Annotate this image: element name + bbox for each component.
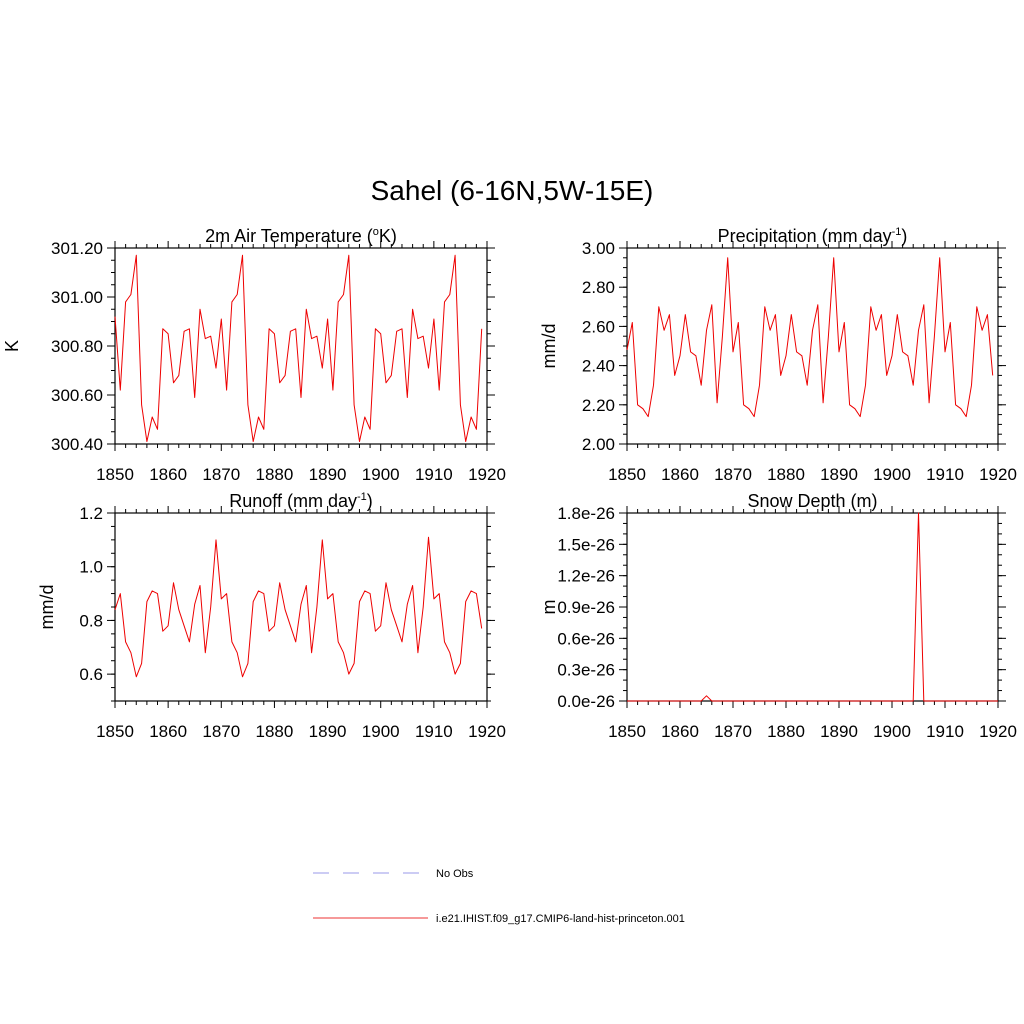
y-tick-label: 2.00 bbox=[582, 435, 615, 454]
y-tick-label: 0.6e-26 bbox=[557, 629, 615, 648]
x-tick-label: 1890 bbox=[309, 722, 347, 741]
plot-frame-snow bbox=[626, 512, 999, 702]
y-tick-label: 2.60 bbox=[582, 317, 615, 336]
x-tick-label: 1900 bbox=[362, 465, 400, 484]
y-tick-label: 301.20 bbox=[51, 239, 103, 258]
y-tick-label: 0.8 bbox=[79, 611, 103, 630]
y-tick-label: 2.40 bbox=[582, 357, 615, 376]
panel-title-superscript: o bbox=[373, 226, 379, 238]
series-line-precip bbox=[626, 257, 994, 418]
x-tick-label: 1880 bbox=[767, 465, 805, 484]
x-tick-label: 1900 bbox=[873, 465, 911, 484]
panel-title-text: Snow Depth (m) bbox=[747, 491, 877, 511]
x-tick-label: 1850 bbox=[96, 465, 134, 484]
y-tick-label: 0.9e-26 bbox=[557, 598, 615, 617]
y-axis-label-tas: K bbox=[2, 340, 22, 352]
x-tick-label: 1910 bbox=[415, 465, 453, 484]
y-tick-label: 1.2 bbox=[79, 504, 103, 523]
panel-title-superscript: -1 bbox=[357, 491, 367, 503]
y-tick-label: 0.3e-26 bbox=[557, 661, 615, 680]
x-tick-label: 1880 bbox=[256, 465, 294, 484]
x-tick-label: 1920 bbox=[468, 465, 506, 484]
x-tick-label: 1890 bbox=[309, 465, 347, 484]
panel-precip: 1850 1860 1870 1880 1890 1900 1910 1920 2.00 2.20… bbox=[539, 226, 1017, 484]
legend: No Obs i.e21.IHIST.f09_g17.CMIP6-land-hi… bbox=[313, 868, 685, 925]
y-tick-label: 1.5e-26 bbox=[557, 535, 615, 554]
x-tick-label: 1900 bbox=[362, 722, 400, 741]
panel-title-suffix: K) bbox=[379, 226, 397, 246]
figure-title: Sahel (6-16N,5W-15E) bbox=[371, 175, 654, 206]
y-tick-label: 0.0e-26 bbox=[557, 692, 615, 711]
y-tick-label: 0.6 bbox=[79, 665, 103, 684]
x-tick-label: 1910 bbox=[415, 722, 453, 741]
x-tick-label: 1850 bbox=[96, 722, 134, 741]
panel-title-precip: Precipitation (mm day-1) bbox=[718, 226, 908, 246]
x-tick-label: 1860 bbox=[149, 722, 187, 741]
series-line-tas bbox=[114, 254, 483, 442]
panel-title-text: 2m Air Temperature ( bbox=[205, 226, 373, 246]
panel-runoff: 1850 1860 1870 1880 1890 1900 1910 1920 0.6 0.8 1.… bbox=[37, 491, 506, 741]
panel-title-suffix: ) bbox=[901, 226, 907, 246]
y-tick-label: 1.2e-26 bbox=[557, 567, 615, 586]
x-tick-label: 1910 bbox=[926, 465, 964, 484]
x-tick-label: 1870 bbox=[202, 465, 240, 484]
panel-title-suffix: ) bbox=[367, 491, 373, 511]
panel-title-runoff: Runoff (mm day-1) bbox=[229, 491, 373, 511]
x-tick-label: 1910 bbox=[926, 722, 964, 741]
legend-no-obs-label: No Obs bbox=[436, 868, 474, 880]
panel-title-superscript: -1 bbox=[892, 226, 902, 238]
panel-snow: 1850 1860 1870 1880 1890 1900 1910 1920 0.0e-26 0… bbox=[539, 491, 1017, 741]
series-line-runoff bbox=[114, 536, 483, 678]
y-tick-label: 301.00 bbox=[51, 288, 103, 307]
x-tick-label: 1870 bbox=[202, 722, 240, 741]
y-tick-label: 1.8e-26 bbox=[557, 504, 615, 523]
panel-title-text: Precipitation (mm day bbox=[718, 226, 892, 246]
panel-title-text: Runoff (mm day bbox=[229, 491, 357, 511]
legend-model-label: i.e21.IHIST.f09_g17.CMIP6-land-hist-prin… bbox=[436, 913, 685, 925]
x-tick-label: 1860 bbox=[661, 722, 699, 741]
x-tick-label: 1850 bbox=[608, 465, 646, 484]
x-tick-label: 1920 bbox=[468, 722, 506, 741]
x-tick-label: 1880 bbox=[767, 722, 805, 741]
x-tick-label: 1890 bbox=[820, 465, 858, 484]
x-tick-label: 1880 bbox=[256, 722, 294, 741]
y-tick-label: 300.80 bbox=[51, 337, 103, 356]
panel-title-snow: Snow Depth (m) bbox=[747, 491, 877, 511]
x-tick-label: 1920 bbox=[979, 722, 1017, 741]
x-tick-label: 1850 bbox=[608, 722, 646, 741]
y-tick-label: 300.40 bbox=[51, 435, 103, 454]
x-tick-label: 1870 bbox=[714, 722, 752, 741]
panels-group: 1850 1860 1870 1880 1890 1900 1910 1920 300.40 30… bbox=[2, 226, 1017, 741]
x-tick-label: 1860 bbox=[149, 465, 187, 484]
x-tick-label: 1920 bbox=[979, 465, 1017, 484]
y-tick-label: 3.00 bbox=[582, 239, 615, 258]
y-tick-label: 2.20 bbox=[582, 396, 615, 415]
x-tick-label: 1870 bbox=[714, 465, 752, 484]
y-axis-label-snow: m bbox=[539, 600, 559, 615]
plot-frame-precip bbox=[626, 247, 999, 445]
y-tick-label: 300.60 bbox=[51, 386, 103, 405]
panel-title-tas: 2m Air Temperature (oK) bbox=[205, 226, 397, 246]
y-axis-label-precip: mm/d bbox=[539, 324, 559, 369]
x-tick-label: 1860 bbox=[661, 465, 699, 484]
y-tick-label: 1.0 bbox=[79, 558, 103, 577]
x-tick-label: 1900 bbox=[873, 722, 911, 741]
y-tick-label: 2.80 bbox=[582, 278, 615, 297]
series-line-snow bbox=[627, 512, 998, 702]
x-tick-label: 1890 bbox=[820, 722, 858, 741]
y-axis-label-runoff: mm/d bbox=[37, 585, 57, 630]
panel-tas: 1850 1860 1870 1880 1890 1900 1910 1920 300.40 30… bbox=[2, 226, 506, 484]
